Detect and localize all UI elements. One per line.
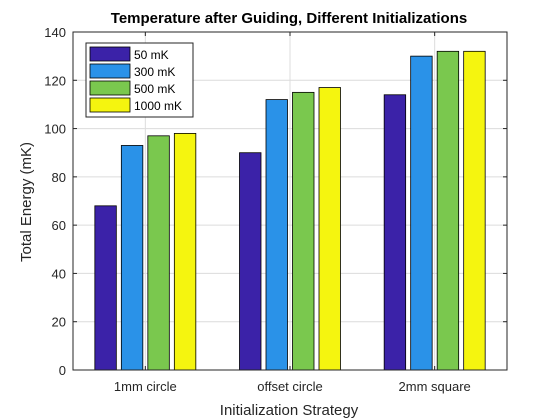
y-tick-label: 20 — [52, 315, 66, 330]
legend-label: 300 mK — [134, 65, 175, 79]
y-tick-label: 80 — [52, 170, 66, 185]
y-tick-label: 0 — [59, 363, 66, 378]
bar-50-mk-1mm-circle — [94, 205, 117, 371]
bar-50-mk-offset-circle — [239, 152, 262, 371]
y-tick-label: 40 — [52, 266, 66, 281]
legend-label: 50 mK — [134, 48, 169, 62]
bar-300-mk-1mm-circle — [120, 145, 144, 371]
bar-500-mk-1mm-circle — [147, 135, 170, 371]
legend-label: 1000 mK — [134, 99, 182, 113]
x-axis-ticks: 1mm circle offset circle 2mm square — [114, 32, 471, 394]
y-tick-label: 100 — [44, 122, 66, 137]
bar-300-mk-offset-circle — [265, 99, 288, 371]
legend-swatch — [89, 46, 131, 62]
bar-1000-mk-1mm-circle — [173, 132, 197, 371]
chart-title: Temperature after Guiding, Different Ini… — [111, 10, 467, 27]
legend-swatch — [89, 80, 131, 96]
legend-label: 500 mK — [134, 82, 175, 96]
bar-1000-mk-offset-circle — [318, 87, 341, 371]
legend: 50 mK 300 mK 500 mK 1000 mK — [85, 42, 194, 118]
bar-1000-mk-2mm-square — [463, 50, 486, 371]
legend-swatch — [89, 63, 131, 79]
y-axis-ticks: 0 20 40 60 80 100 120 140 — [44, 25, 507, 378]
y-tick-label: 60 — [52, 218, 66, 233]
bar-500-mk-2mm-square — [436, 50, 460, 371]
y-axis-label: Total Energy (mK) — [18, 142, 35, 262]
y-tick-label: 140 — [44, 25, 66, 40]
x-axis-label: Initialization Strategy — [220, 402, 359, 419]
y-tick-label: 120 — [44, 73, 66, 88]
x-tick-label: 2mm square — [399, 379, 471, 394]
bar-500-mk-offset-circle — [292, 91, 315, 371]
legend-swatch — [89, 97, 131, 113]
x-tick-label: offset circle — [257, 379, 323, 394]
bar-300-mk-2mm-square — [410, 55, 433, 371]
bar-50-mk-2mm-square — [383, 94, 407, 371]
x-tick-label: 1mm circle — [114, 379, 177, 394]
